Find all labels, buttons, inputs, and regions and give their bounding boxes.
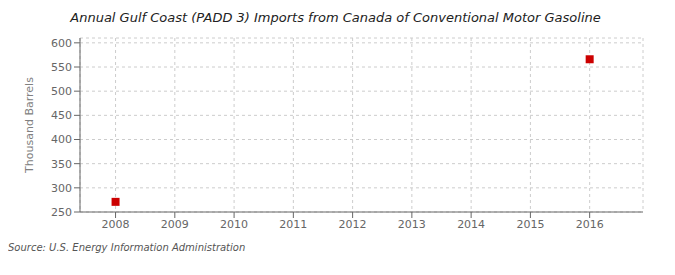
svg-text:300: 300 [51,182,72,195]
svg-text:2015: 2015 [516,218,544,231]
svg-text:2010: 2010 [220,218,248,231]
svg-text:350: 350 [51,158,72,171]
svg-text:500: 500 [51,85,72,98]
html-text:Source: U.S. Energy Informatio: Source: U.S. Energy Information Administ… [8,242,246,253]
svg-text:400: 400 [51,133,72,146]
svg-text:2016: 2016 [576,218,604,231]
svg-text:450: 450 [51,109,72,122]
svg-text:2014: 2014 [457,218,485,231]
svg-text:250: 250 [51,206,72,219]
html-text:Annual Gulf Coast (PADD 3) Imp: Annual Gulf Coast (PADD 3) Imports from … [70,10,601,25]
svg-text:2011: 2011 [279,218,307,231]
svg-text:2008: 2008 [102,218,130,231]
svg-text:2013: 2013 [398,218,426,231]
svg-text:550: 550 [51,61,72,74]
svg-text:2012: 2012 [339,218,367,231]
svg-text:2009: 2009 [161,218,189,231]
svg-text:Thousand Barrels: Thousand Barrels [23,77,36,174]
svg-text:600: 600 [51,37,72,50]
